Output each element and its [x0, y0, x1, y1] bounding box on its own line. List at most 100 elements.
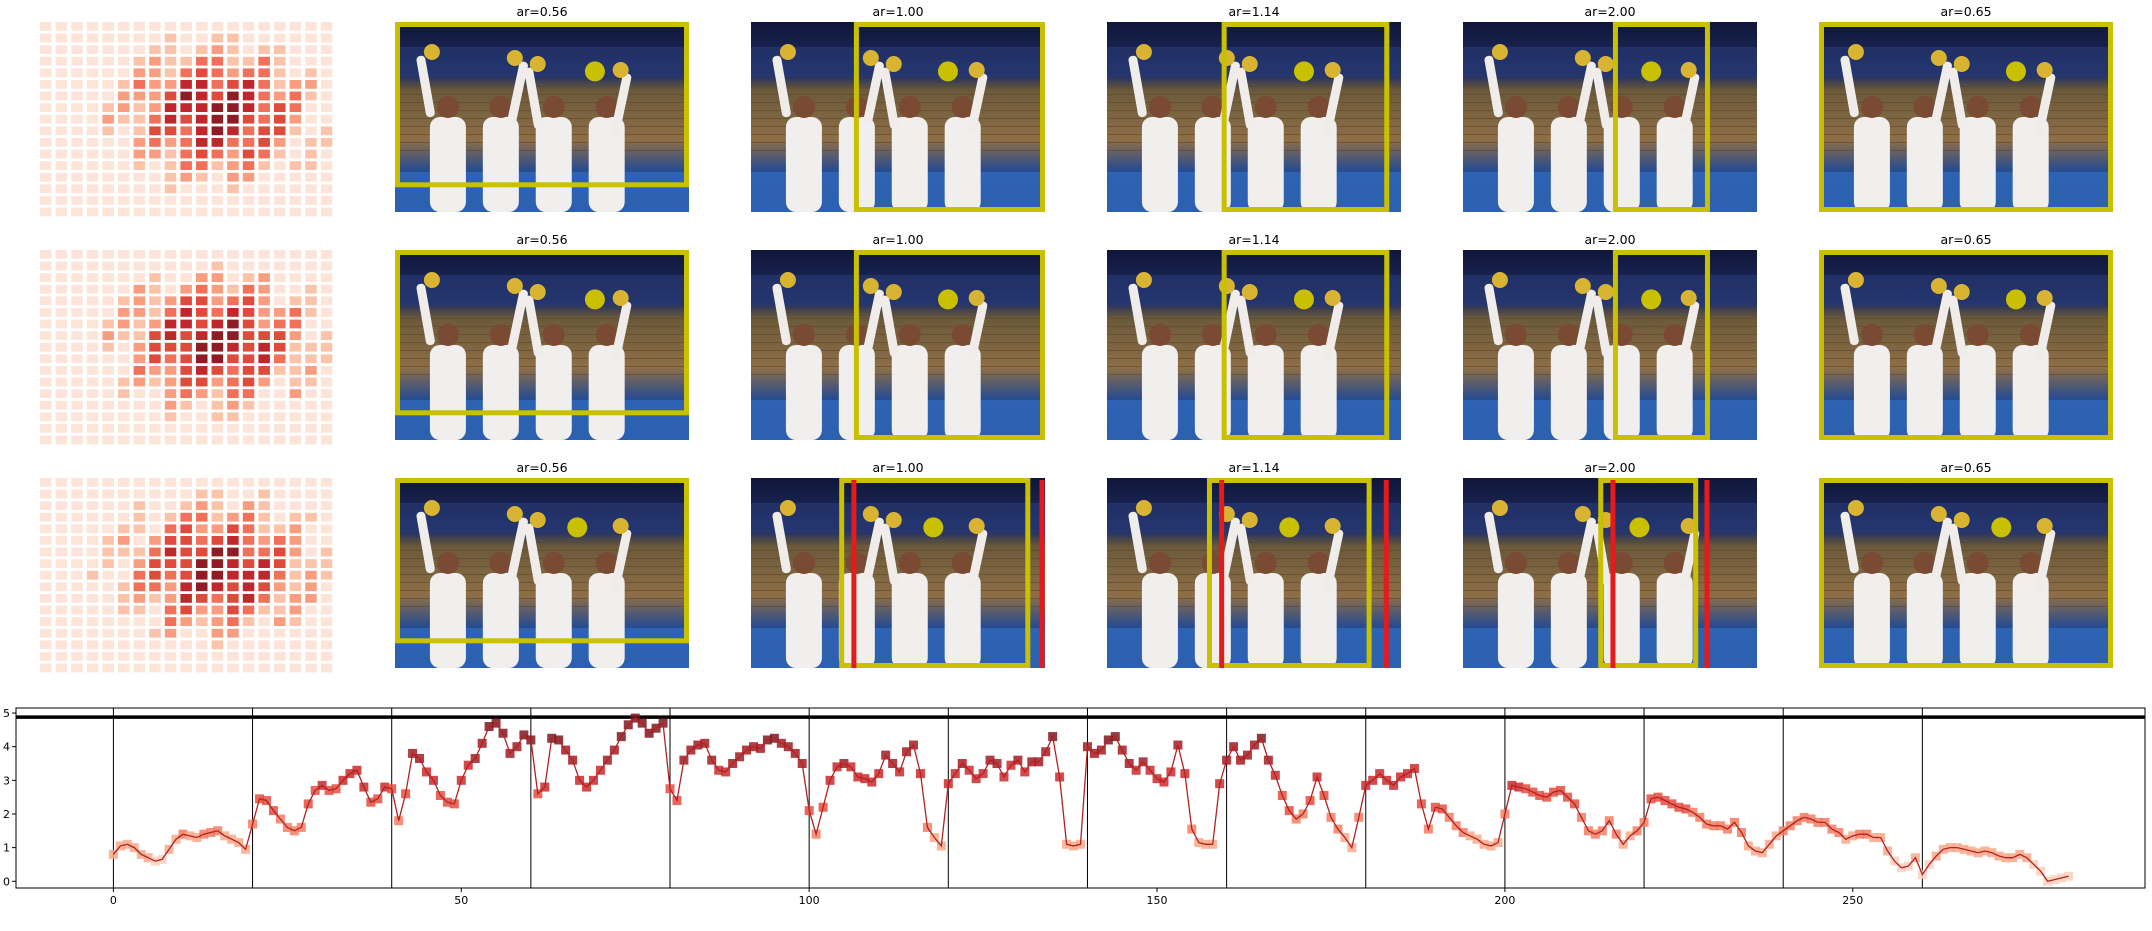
heatmap-cell	[86, 582, 99, 592]
heatmap-cell	[289, 512, 302, 522]
heatmap-cell	[40, 261, 52, 271]
heatmap-cell	[71, 261, 83, 271]
heatmap-cell	[274, 308, 286, 317]
heatmap-cell	[242, 207, 255, 217]
crop-panel-title: ar=0.65	[1940, 460, 1991, 475]
heatmap-cell	[274, 570, 286, 580]
heatmap-cell	[274, 91, 286, 101]
heatmap-cell	[305, 605, 317, 615]
heatmap-cell	[211, 559, 224, 568]
heatmap-cell	[40, 547, 52, 557]
heatmap-cell	[242, 628, 255, 638]
heatmap-cell	[320, 56, 333, 66]
heatmap-cell	[118, 435, 130, 445]
y-tick-label: 4	[3, 741, 10, 754]
heatmap-cell	[71, 536, 83, 545]
heatmap-cell	[242, 489, 255, 499]
heatmap-cell	[258, 33, 270, 43]
heatmap-cell	[258, 196, 270, 205]
heatmap-cell	[180, 172, 192, 182]
heatmap-cell	[211, 319, 224, 329]
heatmap-cell	[320, 424, 333, 433]
heatmap-cell	[289, 250, 302, 259]
heatmap-cell	[164, 354, 177, 364]
heatmap-cell	[196, 366, 208, 375]
heatmap-cell	[196, 91, 208, 101]
heatmap-cell	[164, 377, 177, 387]
heatmap-cell	[227, 547, 239, 557]
heatmap-cell	[102, 412, 114, 422]
saliency-point	[1641, 289, 1662, 310]
heatmap-cell	[211, 400, 224, 410]
heatmap-cell	[274, 435, 286, 445]
heatmap-cell	[180, 424, 192, 433]
heatmap-cell	[71, 652, 83, 661]
heatmap-cell	[164, 91, 177, 101]
heatmap-cell	[211, 640, 224, 650]
heatmap-cell	[133, 524, 146, 534]
heatmap-cell	[40, 366, 52, 375]
heatmap-cell	[289, 114, 302, 124]
saliency-point	[584, 61, 605, 82]
photo	[1107, 22, 1401, 212]
heatmap-cell	[274, 424, 286, 433]
heatmap-cell	[211, 184, 224, 194]
crop-box	[1819, 22, 2113, 212]
heatmap-cell	[211, 366, 224, 375]
heatmap-cell	[118, 652, 130, 661]
heatmap-cell	[242, 284, 255, 294]
heatmap-cell	[242, 389, 255, 398]
heatmap-cell	[289, 149, 302, 159]
heatmap-cell	[320, 91, 333, 101]
heatmap-cell	[86, 45, 99, 54]
heatmap-cell	[258, 582, 270, 592]
crop-box	[395, 22, 689, 188]
heatmap-cell	[320, 400, 333, 410]
heatmap-cell	[149, 184, 161, 194]
heatmap-cell	[211, 617, 224, 626]
heatmap-cell	[133, 319, 146, 329]
heatmap-cell	[258, 389, 270, 398]
heatmap-cell	[149, 594, 161, 603]
heatmap-cell	[227, 605, 239, 615]
heatmap-cell	[55, 594, 68, 603]
heatmap-cell	[305, 172, 317, 182]
heatmap-cell	[102, 594, 114, 603]
heatmap-cell	[196, 400, 208, 410]
heatmap-cell	[289, 308, 302, 317]
heatmap-cell	[289, 319, 302, 329]
heatmap-cell	[305, 45, 317, 54]
heatmap-cell	[305, 547, 317, 557]
heatmap-cell	[180, 400, 192, 410]
heatmap-cell	[71, 68, 83, 78]
heatmap-cell	[289, 126, 302, 136]
heatmap-cell	[86, 400, 99, 410]
heatmap-cell	[227, 196, 239, 205]
heatmap-cell	[196, 617, 208, 626]
saliency-point	[923, 517, 944, 538]
heatmap-cell	[86, 342, 99, 352]
heatmap-cell	[86, 261, 99, 271]
heatmap-cell	[227, 126, 239, 136]
heatmap-cell	[164, 489, 177, 499]
heatmap-cell	[242, 261, 255, 271]
heatmap-cell	[55, 366, 68, 375]
saliency-heatmap-column	[40, 22, 333, 673]
heatmap-cell	[133, 138, 146, 147]
heatmap-cell	[86, 138, 99, 147]
heatmap-cell	[149, 126, 161, 136]
heatmap-cell	[86, 412, 99, 422]
heatmap-cell	[102, 308, 114, 317]
heatmap-cell	[180, 126, 192, 136]
x-tick-label: 200	[1494, 894, 1515, 907]
heatmap-cell	[196, 412, 208, 422]
heatmap-cell	[180, 489, 192, 499]
heatmap-cell	[289, 559, 302, 568]
heatmap-cell	[227, 628, 239, 638]
heatmap-cell	[133, 250, 146, 259]
heatmap-cell	[86, 512, 99, 522]
heatmap-cell	[164, 582, 177, 592]
heatmap-cell	[71, 594, 83, 603]
heatmap-cell	[211, 652, 224, 661]
heatmap-cell	[274, 33, 286, 43]
